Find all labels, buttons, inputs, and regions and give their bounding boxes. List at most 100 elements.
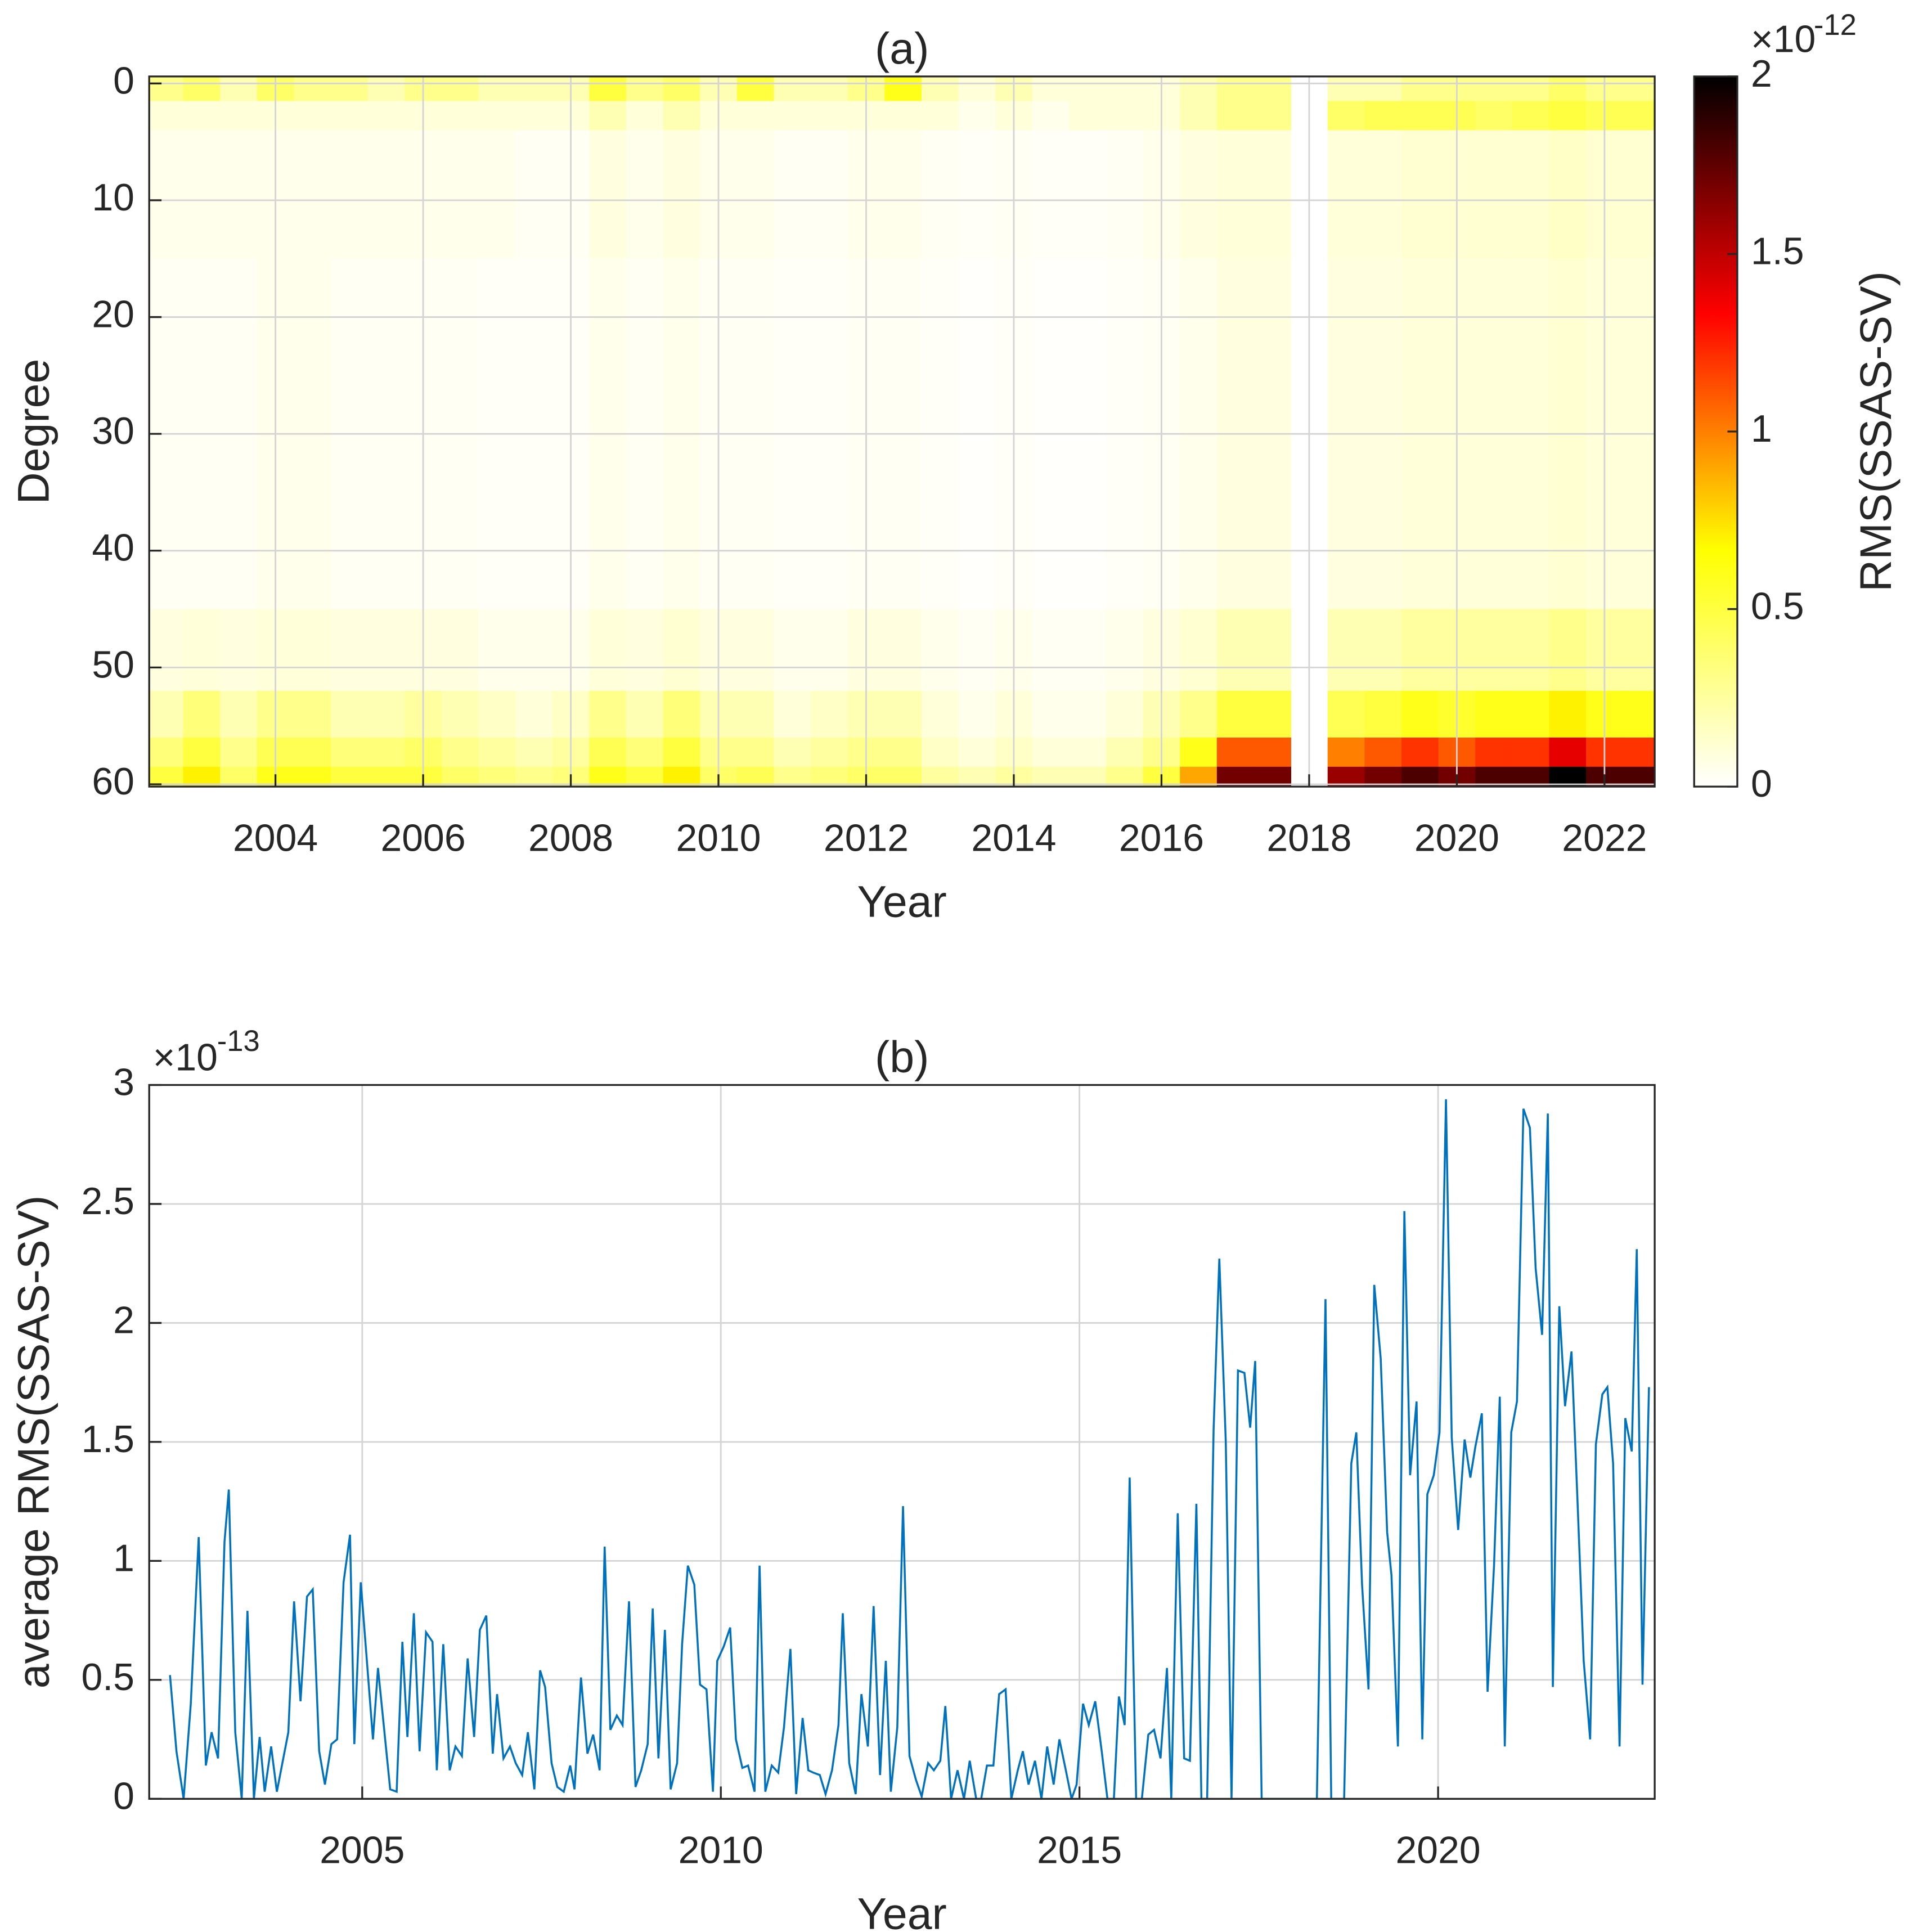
heat-cell	[1327, 737, 1365, 767]
x-tick-label: 2015	[1037, 1830, 1122, 1872]
heat-cell	[1549, 766, 1587, 787]
heat-cell	[367, 130, 406, 259]
heat-cell	[294, 737, 331, 767]
heat-cell	[331, 76, 369, 102]
heat-cell	[736, 130, 775, 259]
heat-cell	[589, 76, 627, 102]
x-tick-label: 2005	[320, 1830, 405, 1872]
heat-cell	[1364, 609, 1402, 691]
heat-cell	[1512, 609, 1550, 691]
heat-cell	[1512, 101, 1550, 131]
heat-cell	[1401, 76, 1439, 102]
heat-cell	[515, 130, 553, 259]
heat-cell	[1475, 766, 1513, 787]
heat-cell	[1216, 690, 1255, 738]
heat-cell	[663, 76, 701, 102]
heat-cell	[1401, 609, 1439, 691]
y-multiplier: ×10	[153, 1037, 218, 1079]
data-line	[169, 1099, 1650, 1799]
heat-cell	[1364, 690, 1402, 738]
heat-cell	[149, 766, 184, 787]
heat-cell	[1364, 101, 1402, 131]
heat-cell	[1069, 76, 1107, 102]
heat-cell	[1401, 101, 1439, 131]
heat-cell	[1106, 609, 1144, 691]
heat-cell	[736, 101, 775, 131]
y-tick-label: 3	[113, 1061, 134, 1103]
heat-cell	[1475, 609, 1513, 691]
heat-cell	[1180, 766, 1217, 787]
heat-cell	[626, 609, 664, 691]
heat-cell	[220, 609, 258, 691]
heat-cell	[1106, 130, 1144, 259]
heat-cell	[1032, 130, 1070, 259]
heat-cell	[1327, 101, 1365, 131]
heat-cell	[441, 76, 479, 102]
heat-cell	[1475, 101, 1513, 131]
heat-cell	[774, 101, 811, 131]
heat-cell	[1475, 690, 1513, 738]
heat-cell	[589, 766, 627, 787]
heat-cell	[774, 609, 811, 691]
heat-cell	[1216, 76, 1255, 102]
heat-cell	[1106, 101, 1144, 131]
heat-cell	[1069, 101, 1107, 131]
heat-cell	[1549, 76, 1587, 102]
heat-cell	[183, 766, 221, 787]
heat-cell	[958, 609, 996, 691]
heat-cell	[441, 690, 479, 738]
heat-cell	[1180, 101, 1217, 131]
heat-cell	[294, 101, 331, 131]
heat-cell	[626, 737, 664, 767]
heat-cell	[884, 609, 922, 691]
heat-cell	[1032, 76, 1070, 102]
heat-cell	[515, 766, 553, 787]
y-tick-label: 20	[92, 293, 134, 335]
heat-cell	[183, 130, 221, 259]
heat-cell	[1623, 609, 1655, 691]
heat-cell	[1327, 609, 1365, 691]
y-tick-label: 1.5	[81, 1418, 134, 1461]
heat-cell	[884, 690, 922, 738]
heat-cell	[478, 130, 516, 259]
heat-cell	[149, 76, 184, 102]
colorbar-multiplier-exponent: -12	[1814, 8, 1857, 42]
heat-cell	[220, 76, 258, 102]
colorbar-tick-label: 2	[1751, 53, 1772, 95]
heat-cell	[1253, 101, 1291, 131]
heat-cell	[958, 76, 996, 102]
heat-cell	[478, 76, 516, 102]
heat-cell	[1512, 76, 1550, 102]
heat-cell	[1549, 101, 1587, 131]
heat-cell	[367, 76, 406, 102]
heat-cell	[1623, 737, 1655, 767]
heat-cell	[515, 101, 553, 131]
heat-cell	[1069, 766, 1107, 787]
heat-cell	[183, 737, 221, 767]
heat-cell	[1253, 737, 1291, 767]
heat-cell	[1549, 737, 1587, 767]
x-tick-label: 2020	[1396, 1830, 1481, 1872]
heat-cell	[331, 766, 369, 787]
heat-cell	[811, 76, 848, 102]
heat-cell	[294, 130, 331, 259]
heat-cell	[1032, 766, 1070, 787]
heat-cell	[958, 101, 996, 131]
heat-cell	[1549, 609, 1587, 691]
heatmap-area	[149, 76, 1655, 787]
x-axis-label: Year	[857, 1889, 946, 1932]
heat-cell	[736, 690, 775, 738]
heat-cell	[331, 737, 369, 767]
heat-cell	[921, 76, 959, 102]
colorbar-tick-label: 0.5	[1751, 586, 1804, 628]
heat-cell	[441, 130, 479, 259]
heat-cell	[884, 101, 922, 131]
heat-cell	[1032, 737, 1070, 767]
heat-cell	[626, 101, 664, 131]
heat-cell	[1475, 76, 1513, 102]
heat-cell	[884, 766, 922, 787]
heat-cell	[220, 690, 258, 738]
heat-cell	[478, 101, 516, 131]
